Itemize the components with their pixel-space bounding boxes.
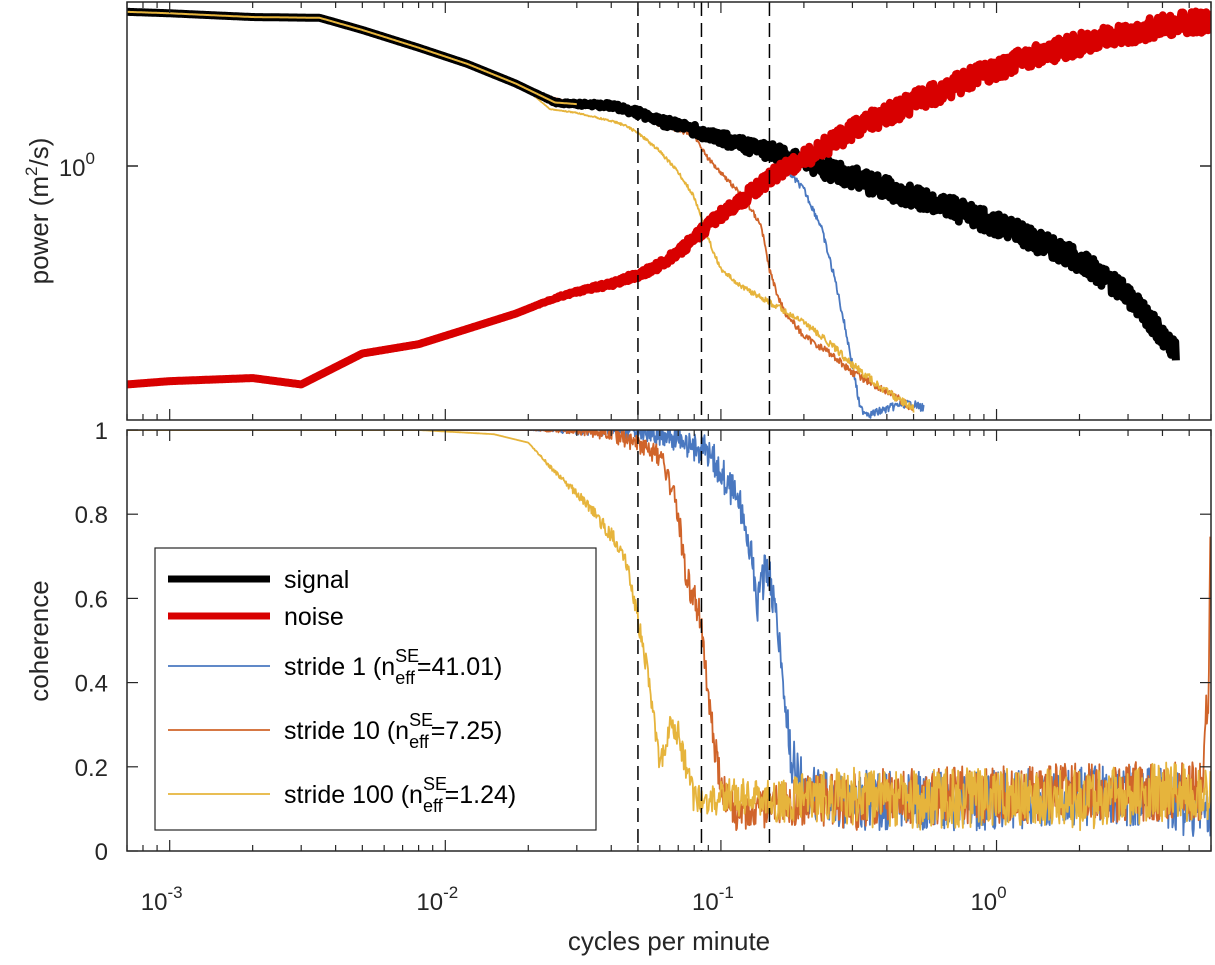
legend-label-signal: signal xyxy=(284,566,349,594)
coherence-ytick-label: 0.2 xyxy=(75,755,108,782)
legend-label-stride100: stride 100 (nSE eff=1.24) xyxy=(284,774,516,816)
legend-label-noise: noise xyxy=(284,603,344,631)
coherence-panel: 0 0.2 0.4 0.6 0.8 1 10-3 10-2 10-1 100 coherence… xyxy=(24,418,1212,956)
legend-box xyxy=(154,547,597,831)
xtick-label: 10-3 xyxy=(141,883,183,916)
coherence-ytick-label: 0.6 xyxy=(75,586,108,613)
xtick-label: 100 xyxy=(970,883,1006,916)
power-axes-box xyxy=(126,1,1212,421)
coherence-ylabel: coherence xyxy=(24,580,54,701)
coherence-ytick-label: 0 xyxy=(95,839,108,866)
power-line-signal-core xyxy=(127,10,578,106)
legend-label-stride1: stride 1 (nSE eff=41.01) xyxy=(284,646,502,688)
legend: signal noise stride 1 (nSE eff=41.01) str… xyxy=(154,547,597,831)
coherence-axes-box xyxy=(126,429,1212,852)
power-line-noise xyxy=(127,7,1211,389)
power-ytick-label: 100 xyxy=(59,149,95,182)
legend-label-stride10: stride 10 (nSE eff=7.25) xyxy=(284,710,502,752)
power-ylabel: power (m2/s) xyxy=(22,138,54,285)
coherence-ytick-label: 0.4 xyxy=(75,671,108,698)
power-panel: 100 power (m2/s) xyxy=(22,1,1212,421)
xlabel: cycles per minute xyxy=(568,926,770,956)
coherence-ytick-label: 0.8 xyxy=(75,502,108,529)
coherence-ytick-label: 1 xyxy=(95,418,108,445)
xtick-label: 10-1 xyxy=(692,883,734,916)
coherence-line-stride10 xyxy=(127,430,1211,831)
coherence-line-stride100 xyxy=(127,430,1211,832)
xtick-label: 10-2 xyxy=(416,883,458,916)
